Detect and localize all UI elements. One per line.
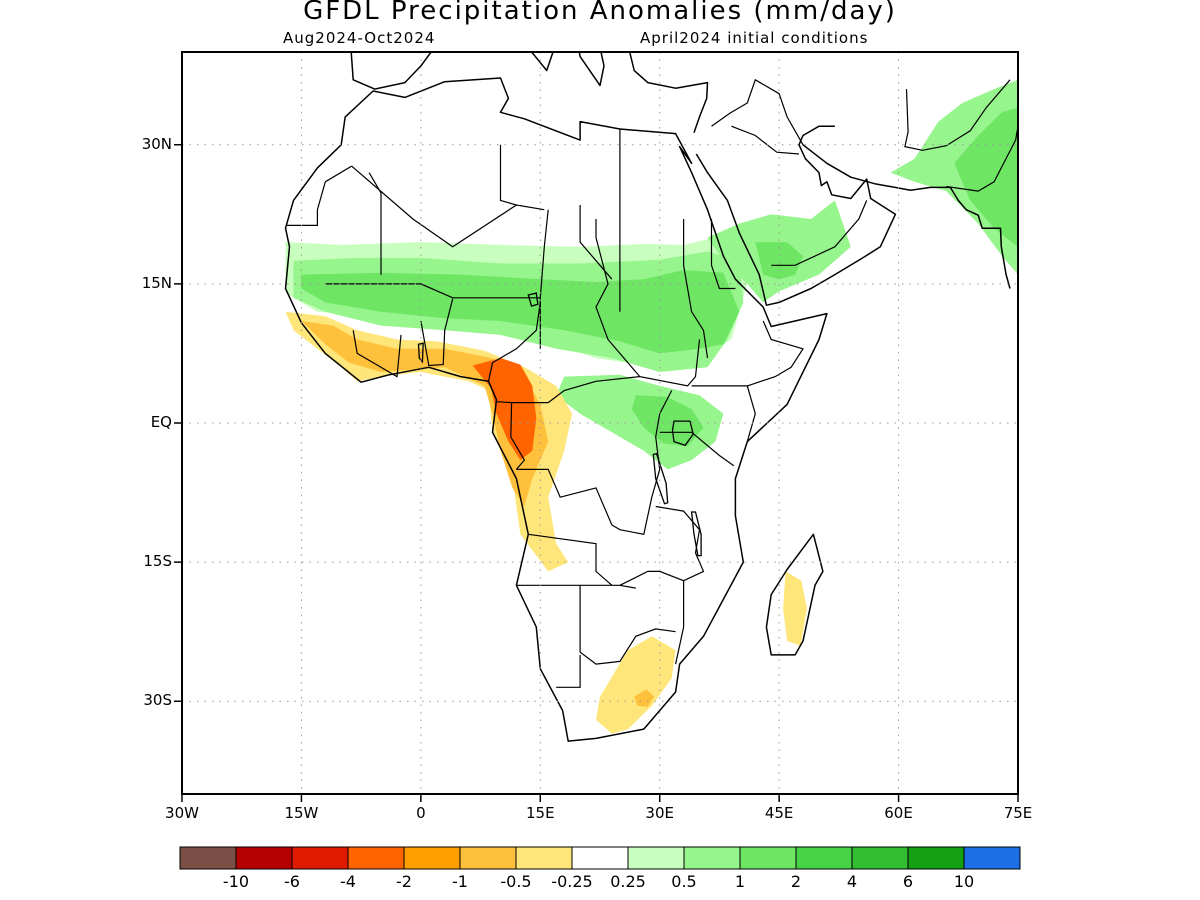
colorbar-swatch: [627, 846, 685, 870]
country-border: [351, 165, 545, 248]
colorbar-swatch: [571, 846, 629, 870]
anomaly-area-south-africa: [596, 636, 676, 734]
country-border: [946, 126, 1018, 192]
country-border: [516, 584, 636, 589]
colorbar-swatch: [459, 846, 517, 870]
map-title: GFDL Precipitation Anomalies (mm/day): [303, 0, 897, 26]
country-border: [655, 505, 705, 582]
lat-tick-label: 30S: [143, 691, 172, 710]
colorbar-label: 10: [953, 872, 975, 891]
colorbar-label: -4: [340, 872, 356, 891]
country-border: [747, 320, 804, 387]
lat-tick-label: 30N: [141, 134, 172, 153]
country-border: [710, 219, 736, 290]
anomaly-shading: [285, 79, 1018, 734]
colorbar-label: 2: [790, 872, 802, 891]
country-border: [487, 302, 541, 382]
axis-ticks: [174, 144, 1019, 802]
country-border: [368, 172, 382, 275]
lat-tick-label: 15S: [143, 552, 172, 571]
country-border: [731, 125, 800, 155]
country-border: [579, 585, 676, 665]
lon-tick-label: 30E: [645, 804, 674, 822]
anomaly-area-east-africa-core: [631, 395, 704, 447]
lake-malawi: [690, 511, 702, 557]
country-border: [499, 144, 517, 206]
colorbar-label: 0.25: [610, 872, 646, 891]
country-border: [352, 330, 402, 378]
country-border: [619, 570, 685, 665]
country-border: [771, 200, 868, 266]
colorbar-label: 1: [734, 872, 746, 891]
anomaly-area-madagascar: [783, 571, 807, 646]
lon-tick-label: 15E: [525, 804, 555, 822]
country-border: [595, 219, 701, 387]
lon-tick-label: 15W: [284, 804, 319, 822]
colorbar-swatch: [907, 846, 965, 870]
colorbar-label: 6: [902, 872, 914, 891]
country-border: [496, 376, 640, 404]
country-border: [691, 385, 756, 442]
colorbar-swatch: [179, 846, 237, 870]
lon-tick-label: 75E: [1003, 804, 1033, 822]
colorbar-swatch: [235, 846, 293, 870]
country-border: [904, 79, 1011, 151]
lon-tick-label: 0: [416, 804, 426, 822]
anomaly-area-cameroon-core: [472, 358, 537, 461]
coastline-europe: [350, 52, 709, 133]
colorbar-label: 0.5: [671, 872, 697, 891]
lon-tick-label: 30W: [165, 804, 199, 822]
colorbar-label: -10: [222, 872, 250, 891]
colorbar-label: -6: [284, 872, 300, 891]
coastline-iran_india: [802, 144, 1011, 289]
colorbar-swatch: [739, 846, 797, 870]
anomaly-area-arabia-core: [755, 242, 803, 280]
anomaly-area-sahel-core: [301, 270, 740, 354]
country-border: [528, 533, 613, 586]
country-border: [420, 298, 454, 367]
colorbar-label: -2: [396, 872, 412, 891]
lon-tick-label: 60E: [884, 804, 913, 822]
colorbar-label: -0.5: [500, 872, 532, 891]
coastlines-and-borders: [284, 0, 1018, 742]
colorbar-label: -0.25: [551, 872, 593, 891]
colorbar: [179, 846, 1021, 870]
colorbar-swatch: [291, 846, 349, 870]
colorbar-swatch: [515, 846, 573, 870]
country-border: [683, 219, 709, 359]
country-border: [556, 654, 581, 688]
initial-conditions: April2024 initial conditions: [640, 29, 869, 47]
country-border: [711, 78, 804, 146]
country-border: [324, 165, 352, 183]
country-border: [579, 205, 613, 280]
colorbar-swatch: [347, 846, 405, 870]
lat-tick-label: 15N: [141, 273, 172, 292]
colorbar-label: 4: [846, 872, 858, 891]
country-border: [285, 181, 326, 226]
colorbar-swatch: [963, 846, 1021, 870]
anomaly-area-pakistan-core: [954, 107, 1018, 247]
colorbar-swatch: [851, 846, 909, 870]
lake-volta: [417, 342, 424, 364]
lake-chad: [527, 292, 539, 307]
colorbar-swatch: [683, 846, 741, 870]
colorbar-swatch: [403, 846, 461, 870]
lon-tick-label: 45E: [764, 804, 794, 822]
colorbar-label: -1: [452, 872, 468, 891]
country-border: [510, 402, 526, 470]
country-border: [659, 431, 735, 467]
coastline-arabia: [695, 125, 897, 306]
country-border: [516, 390, 673, 536]
coastline-blacksea: [644, 0, 752, 43]
anomaly-area-east-africa-light: [556, 374, 724, 470]
anomaly-area-lesotho-core: [634, 689, 655, 707]
lat-tick-label: EQ: [150, 413, 172, 431]
colorbar-swatch: [795, 846, 853, 870]
coastline-madagascar: [765, 533, 824, 656]
lake-tanganyika: [652, 452, 669, 505]
lake-victoria: [671, 420, 694, 447]
forecast-period: Aug2024-Oct2024: [283, 29, 436, 47]
